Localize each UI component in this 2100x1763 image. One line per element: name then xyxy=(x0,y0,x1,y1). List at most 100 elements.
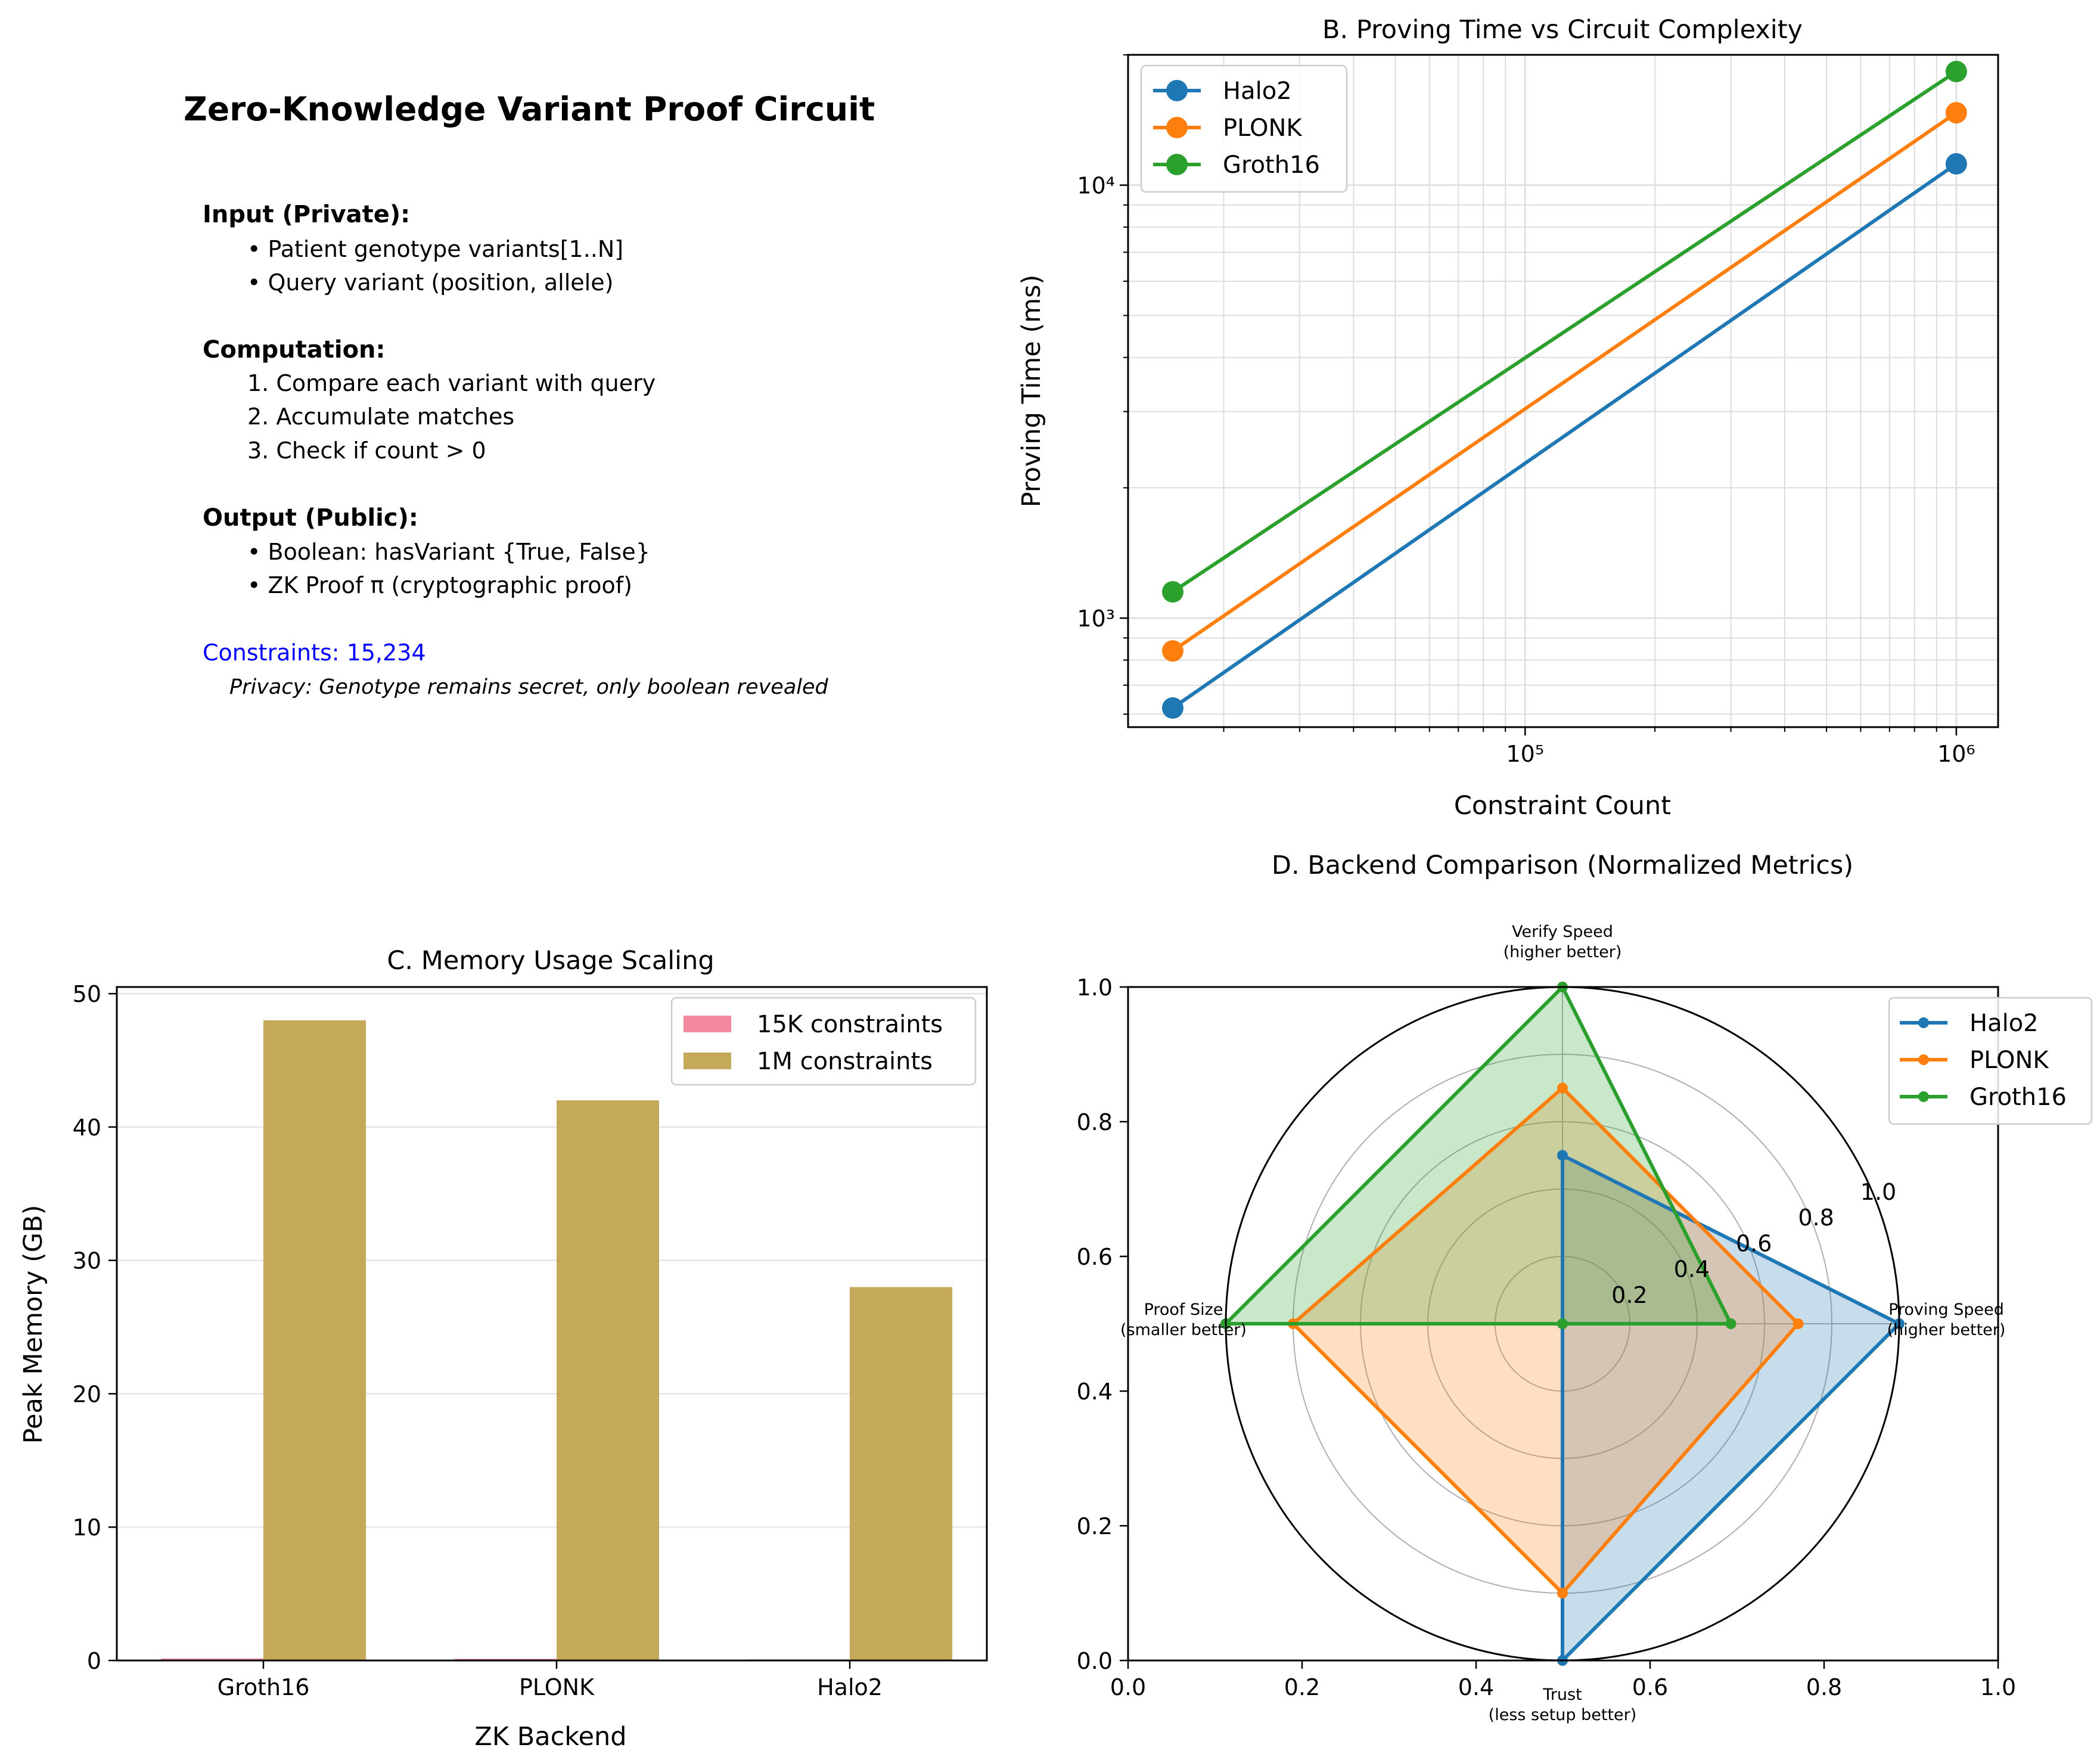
bar-plonk-1m xyxy=(557,1100,659,1660)
backend-comparison-chart-title: D. Backend Comparison (Normalized Metric… xyxy=(1272,851,1853,880)
data-point-groth16 xyxy=(1161,581,1183,603)
computation-line-2: 2. Accumulate matches xyxy=(247,403,514,430)
memory-usage-chart: C. Memory Usage Scaling 0 10 20 30 40 50 Groth… xyxy=(18,946,988,1752)
legend-label: PLONK xyxy=(1223,114,1303,142)
legend-swatch-15k xyxy=(684,1016,731,1032)
memory-usage-ylabel: Peak Memory (GB) xyxy=(18,1205,48,1444)
x-tick-label: 10⁶ xyxy=(1937,741,1975,767)
constraints-note: Constraints: 15,234 xyxy=(203,640,426,666)
legend-marker-groth16 xyxy=(1166,154,1188,175)
x-tick-label: Groth16 xyxy=(218,1674,310,1700)
output-line-2: • ZK Proof π (cryptographic proof) xyxy=(247,572,632,598)
legend-label: Halo2 xyxy=(1223,77,1292,105)
section-heading-output: Output (Public): xyxy=(203,504,418,532)
proving-time-ylabel: Proving Time (ms) xyxy=(1017,275,1046,508)
radar-point-groth16 xyxy=(1557,1318,1568,1329)
radar-fill-groth16 xyxy=(1226,987,1731,1324)
backend-comparison-legend-box xyxy=(1888,997,2093,1125)
axis-label-line-1: Verify Speed xyxy=(1512,923,1613,941)
cartesian-y-tick-label: 0.6 xyxy=(1077,1244,1113,1270)
legend-label: PLONK xyxy=(1969,1047,2049,1074)
y-tick-label: 10⁴ xyxy=(1077,173,1115,199)
cartesian-x-tick-label: 0.8 xyxy=(1806,1674,1842,1700)
backend-comparison-polar: 0.2 0.4 0.6 0.8 1.0 Proving Speed (higher bett… xyxy=(1120,923,2005,1724)
y-tick-label: 10 xyxy=(73,1514,101,1541)
legend-label: 15K constraints xyxy=(757,1011,943,1038)
data-point-plonk xyxy=(1161,640,1183,662)
legend-marker-halo2 xyxy=(1166,80,1188,101)
data-point-halo2 xyxy=(1161,697,1183,719)
diagram-title: Zero-Knowledge Variant Proof Circuit xyxy=(184,90,875,128)
axis-label-line-2: (less setup better) xyxy=(1489,1706,1637,1724)
legend-swatch-1m xyxy=(684,1053,731,1069)
axis-label-line-1: Proving Speed xyxy=(1888,1300,2004,1319)
cartesian-y-tick-label: 0.8 xyxy=(1077,1109,1113,1135)
radial-tick-label: 0.4 xyxy=(1674,1256,1710,1283)
proving-time-gridlines xyxy=(1128,54,1998,727)
x-tick-label: PLONK xyxy=(519,1674,595,1700)
axis-label-line-1: Trust xyxy=(1542,1686,1582,1704)
proving-time-legend-box xyxy=(1140,64,1348,193)
output-line-1: • Boolean: hasVariant {True, False} xyxy=(247,539,650,565)
cartesian-x-tick-label: 0.2 xyxy=(1284,1674,1320,1700)
radar-point-plonk xyxy=(1793,1318,1804,1329)
cartesian-y-tick-label: 0.2 xyxy=(1077,1513,1113,1539)
bar-groth16-15k xyxy=(161,1658,263,1660)
memory-usage-ticks: 0 10 20 30 40 50 Groth16 PLONK Halo2 xyxy=(73,981,883,1700)
backend-comparison-chart: D. Backend Comparison (Normalized Metric… xyxy=(1077,851,2093,1724)
input-line-1: • Patient genotype variants[1..N] xyxy=(247,236,623,262)
cartesian-y-tick-label: 1.0 xyxy=(1077,974,1113,1001)
polar-frame xyxy=(1225,986,1900,1662)
axis-label-line-2: (higher better) xyxy=(1503,943,1622,961)
legend-label: 1M constraints xyxy=(757,1048,933,1075)
axis-label-line-1: Proof Size xyxy=(1144,1300,1223,1319)
legend-label: Groth16 xyxy=(1223,151,1320,179)
section-heading-input: Input (Private): xyxy=(203,201,410,228)
radar-point-halo2 xyxy=(1557,1150,1568,1161)
radial-tick-label: 0.6 xyxy=(1736,1230,1772,1256)
radar-point-plonk xyxy=(1557,1588,1568,1599)
data-point-halo2 xyxy=(1945,153,1967,175)
legend-label: Groth16 xyxy=(1969,1084,2067,1111)
y-tick-label: 0 xyxy=(87,1648,101,1674)
legend-label: Halo2 xyxy=(1969,1010,2039,1037)
x-tick-label: 10⁵ xyxy=(1506,741,1544,767)
bar-groth16-1m xyxy=(263,1020,366,1660)
axis-label-line-2: (higher better) xyxy=(1887,1321,2006,1339)
proving-time-chart-title: B. Proving Time vs Circuit Complexity xyxy=(1322,15,1803,45)
cartesian-x-tick-label: 0.0 xyxy=(1110,1674,1146,1700)
y-tick-label: 30 xyxy=(73,1248,101,1274)
proving-time-plot-frame xyxy=(1127,54,1999,728)
cartesian-x-tick-label: 0.6 xyxy=(1632,1674,1668,1700)
computation-line-1: 1. Compare each variant with query xyxy=(247,370,656,396)
y-tick-label: 20 xyxy=(73,1381,101,1407)
backend-comparison-cartesian-ticks: 0.0 0.2 0.4 0.6 0.8 1.0 0.0 0.2 0.4 0.6 0.8 1.0 xyxy=(1077,974,2017,1700)
backend-comparison-legend: Halo2 PLONK Groth16 xyxy=(1888,997,2093,1125)
memory-usage-xlabel: ZK Backend xyxy=(474,1722,626,1752)
cartesian-x-tick-label: 0.4 xyxy=(1458,1674,1494,1700)
y-tick-label: 40 xyxy=(73,1115,101,1141)
memory-usage-plot-frame xyxy=(116,986,988,1662)
series-line-halo2 xyxy=(1172,162,1958,710)
memory-usage-legend: 15K constraints 1M constraints xyxy=(670,997,977,1086)
legend-marker-plonk xyxy=(1918,1054,1929,1065)
series-line-groth16 xyxy=(1172,70,1958,594)
input-line-2: • Query variant (position, allele) xyxy=(247,269,613,296)
panel-a-diagram: Zero-Knowledge Variant Proof Circuit Inp… xyxy=(184,90,875,699)
memory-usage-bars xyxy=(161,1020,952,1660)
cartesian-y-tick-label: 0.4 xyxy=(1077,1379,1113,1405)
section-heading-computation: Computation: xyxy=(203,336,386,364)
proving-time-legend: Halo2 PLONK Groth16 xyxy=(1140,64,1348,193)
radial-tick-label: 0.8 xyxy=(1798,1205,1834,1231)
radar-point-groth16 xyxy=(1725,1318,1736,1329)
y-tick-label: 50 xyxy=(73,981,101,1007)
data-point-plonk xyxy=(1945,102,1967,124)
radial-tick-label: 0.2 xyxy=(1611,1282,1647,1308)
proving-time-series xyxy=(1161,61,1967,719)
axis-label-line-2: (smaller better) xyxy=(1120,1321,1247,1339)
legend-marker-halo2 xyxy=(1918,1017,1929,1028)
series-line-plonk xyxy=(1172,111,1958,653)
proving-time-chart: B. Proving Time vs Circuit Complexity 10… xyxy=(1017,15,1999,821)
proving-time-ticks: 10⁵ 10⁶ 10³ 10⁴ xyxy=(1077,54,1975,767)
radar-point-plonk xyxy=(1557,1082,1568,1094)
